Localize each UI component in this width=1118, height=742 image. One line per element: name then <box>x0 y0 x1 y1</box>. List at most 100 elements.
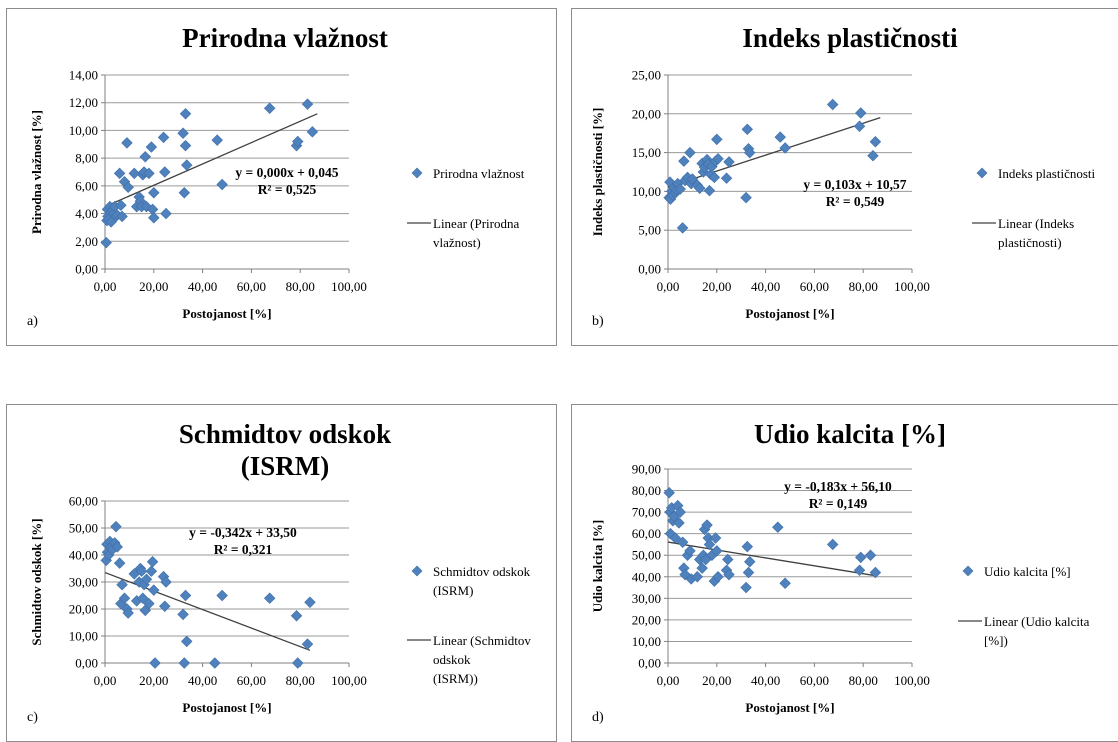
data-point <box>292 135 304 148</box>
chart-title: Udio kalcita [%] <box>754 419 946 449</box>
y-axis-label: Udio kalcita [%] <box>590 520 605 612</box>
chart-title: Prirodna vlažnost <box>182 23 388 53</box>
data-point <box>740 581 752 594</box>
data-point <box>263 102 276 114</box>
legend-trendline-label: Linear (Prirodna <box>433 216 520 231</box>
y-axis-label: Prirodna vlažnost [%] <box>29 110 44 234</box>
y-tick-label: 12,00 <box>69 95 98 110</box>
y-axis-label: Indeks plastičnosti [%] <box>590 108 605 237</box>
x-tick-label: 0,00 <box>94 673 117 688</box>
trendline-equation: y = -0,342x + 33,50 <box>189 525 297 540</box>
y-tick-label: 60,00 <box>69 494 98 509</box>
data-point <box>864 549 877 561</box>
trendline-r2: R² = 0,149 <box>809 496 868 511</box>
data-point <box>116 210 128 223</box>
y-axis-label: Schmidtov odskok [%] <box>29 518 44 645</box>
y-tick-label: 20,00 <box>632 106 661 121</box>
data-point <box>673 517 685 529</box>
y-tick-label: 10,00 <box>632 184 661 199</box>
legend-marker-icon <box>411 565 423 577</box>
data-point <box>113 167 126 180</box>
data-point <box>177 127 189 139</box>
trendline-equation: y = -0,183x + 56,10 <box>784 479 892 494</box>
data-point <box>116 578 128 591</box>
y-tick-label: 50,00 <box>632 548 661 563</box>
data-point <box>742 566 755 579</box>
data-point <box>304 596 316 608</box>
data-point <box>669 532 682 544</box>
data-point <box>137 592 149 604</box>
data-point <box>744 146 756 159</box>
y-tick-label: 70,00 <box>632 505 661 520</box>
data-point <box>100 236 112 249</box>
data-point <box>121 137 133 149</box>
chart-panel-b: Indeks plastičnosti 0,00 5,00 10,00 15,00 20,… <box>571 8 1118 346</box>
y-tick-label: 50,00 <box>69 521 98 536</box>
data-point <box>306 126 319 138</box>
y-tick-label: 30,00 <box>632 591 661 606</box>
data-point <box>744 555 756 568</box>
x-tick-label: 60,00 <box>800 279 829 294</box>
data-point <box>179 589 192 602</box>
panel-label: a) <box>27 314 38 329</box>
data-point <box>290 610 303 622</box>
data-point <box>712 571 724 583</box>
legend-label: (ISRM) <box>433 583 473 598</box>
y-tick-label: 0,00 <box>638 656 661 671</box>
data-point <box>128 167 141 180</box>
data-point <box>779 142 791 154</box>
y-tick-label: 10,00 <box>632 634 661 649</box>
data-point <box>740 191 752 204</box>
data-point <box>181 635 193 648</box>
trendline-r2: R² = 0,525 <box>258 182 317 197</box>
trendline <box>104 113 318 208</box>
x-tick-label: 40,00 <box>751 673 780 688</box>
data-point <box>111 541 123 553</box>
x-tick-label: 80,00 <box>286 279 315 294</box>
legend-trendline-label: Linear (Indeks <box>998 216 1074 231</box>
data-point <box>160 576 172 588</box>
y-tick-label: 40,00 <box>69 548 98 563</box>
y-tick-label: 0,00 <box>75 262 98 277</box>
data-point <box>140 573 153 586</box>
legend-label: Schmidtov odskok <box>433 564 531 579</box>
data-point <box>855 551 867 564</box>
x-tick-label: 40,00 <box>188 673 217 688</box>
x-tick-label: 40,00 <box>188 279 217 294</box>
chart-title: Indeks plastičnosti <box>742 23 958 53</box>
data-point <box>703 184 716 197</box>
scatter-chart: Indeks plastičnosti 0,00 5,00 10,00 15,00 20,… <box>590 23 1096 329</box>
data-point <box>674 183 686 195</box>
data-point <box>209 657 221 669</box>
data-point <box>179 139 192 152</box>
y-tick-label: 25,00 <box>632 68 661 83</box>
panel-label: b) <box>592 314 604 329</box>
data-point <box>122 181 134 193</box>
data-point <box>826 538 839 551</box>
data-point <box>178 657 191 669</box>
y-tick-label: 90,00 <box>632 462 661 477</box>
data-point <box>779 577 791 589</box>
x-tick-label: 80,00 <box>849 279 878 294</box>
data-point <box>139 151 151 163</box>
data-point <box>684 146 696 159</box>
y-tick-label: 10,00 <box>69 629 98 644</box>
panel-label: c) <box>27 710 38 725</box>
data-point <box>122 607 134 619</box>
y-tick-label: 6,00 <box>75 178 98 193</box>
x-tick-label: 100,00 <box>894 279 930 294</box>
data-point <box>691 571 704 583</box>
data-point <box>696 562 708 574</box>
data-point <box>159 600 171 613</box>
x-tick-label: 100,00 <box>894 673 930 688</box>
data-point <box>145 565 158 577</box>
x-axis-label: Postojanost [%] <box>745 700 834 715</box>
data-point <box>143 167 155 180</box>
x-tick-label: 0,00 <box>657 279 680 294</box>
x-tick-label: 80,00 <box>286 673 315 688</box>
data-point <box>853 564 866 577</box>
data-point <box>148 212 160 224</box>
data-point <box>157 131 170 144</box>
data-point <box>855 107 867 119</box>
data-point <box>741 540 754 553</box>
